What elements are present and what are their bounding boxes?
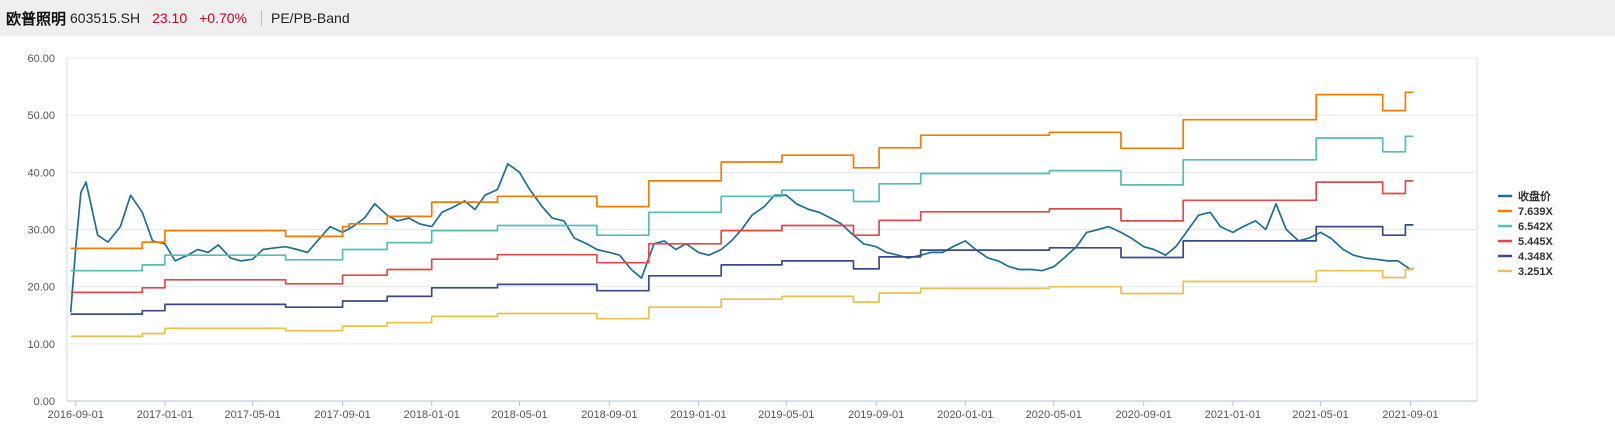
x-tick-label: 2018-01-01 xyxy=(404,409,460,421)
stock-code: 603515.SH xyxy=(70,10,141,26)
x-tick-label: 2019-01-01 xyxy=(670,409,726,421)
series-band-line-4-348x xyxy=(70,224,1414,315)
x-tick-label: 2020-05-01 xyxy=(1026,409,1082,421)
series-band-line-3-251x xyxy=(70,268,1414,338)
y-tick-label: 20.00 xyxy=(27,282,55,294)
series-close-price-line xyxy=(69,162,1414,313)
stock-price: 23.10 xyxy=(152,10,188,26)
x-tick-label: 2021-09-01 xyxy=(1382,409,1438,421)
stock-name: 欧普照明 xyxy=(6,10,67,28)
legend-label: 6.542X xyxy=(1518,221,1554,233)
x-tick-label: 2017-05-01 xyxy=(225,409,281,421)
price-change: +0.70% xyxy=(199,10,247,26)
y-tick-label: 60.00 xyxy=(27,53,55,65)
legend-label: 4.348X xyxy=(1518,251,1554,263)
tab-pe-pb-band[interactable]: PE/PB-Band xyxy=(271,10,350,26)
stock-header: 欧普照明 603515.SH 23.10 +0.70% PE/PB-Band xyxy=(0,0,1615,36)
chart-panel: 0.00 10.00 20.00 30.00 40.00 50.00 60.00 2016-0… xyxy=(4,38,1611,443)
y-tick-label: 50.00 xyxy=(27,110,55,122)
x-tick-label: 2021-05-01 xyxy=(1292,409,1348,421)
x-tick-label: 2017-01-01 xyxy=(137,409,193,421)
y-tick-label: 10.00 xyxy=(27,339,55,351)
x-tick-label: 2016-09-01 xyxy=(48,409,104,421)
x-tick-label: 2021-01-01 xyxy=(1205,409,1261,421)
x-tick-label: 2020-01-01 xyxy=(937,409,993,421)
legend-label: 3.251X xyxy=(1518,266,1554,278)
legend-label: 7.639X xyxy=(1518,206,1554,218)
series-band-line-7-639x xyxy=(70,91,1414,250)
x-tick-label: 2018-09-01 xyxy=(581,409,637,421)
y-tick-label: 0.00 xyxy=(34,396,55,408)
series-band-line-6-542x xyxy=(70,135,1414,272)
legend-label: 5.445X xyxy=(1518,236,1554,248)
y-tick-label: 30.00 xyxy=(27,225,55,237)
header-divider xyxy=(261,10,262,26)
x-tick-label: 2019-05-01 xyxy=(758,409,814,421)
x-tick-label: 2018-05-01 xyxy=(491,409,547,421)
y-tick-label: 40.00 xyxy=(27,167,55,179)
series-band-line-5-445x xyxy=(70,180,1414,294)
x-tick-label: 2019-09-01 xyxy=(848,409,904,421)
x-tick-label: 2020-09-01 xyxy=(1116,409,1172,421)
legend-label: 收盘价 xyxy=(1518,189,1552,203)
x-tick-label: 2017-09-01 xyxy=(314,409,370,421)
pe-band-chart: 0.00 10.00 20.00 30.00 40.00 50.00 60.00 2016-0… xyxy=(27,53,1554,421)
